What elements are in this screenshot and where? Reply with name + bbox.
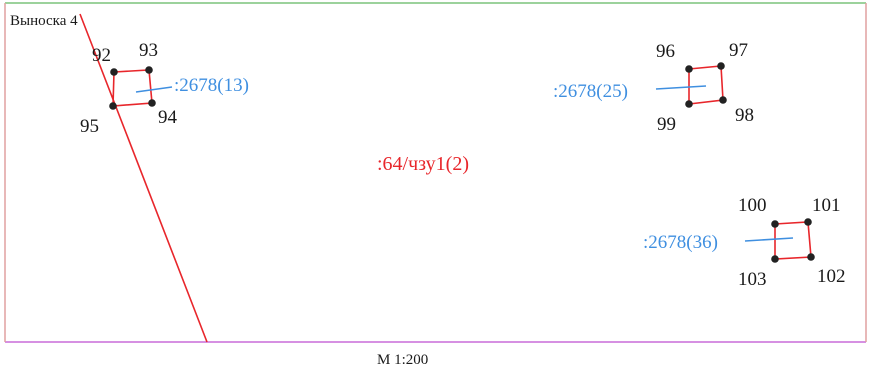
boundary-point <box>771 255 779 263</box>
cadastral-leader <box>135 86 173 93</box>
boundary-point <box>110 68 118 76</box>
boundary-point <box>145 66 153 74</box>
parcel-2678-36: 100 101 102 103 :2678(36) <box>643 195 846 290</box>
cadastral-label: :2678(36) <box>643 232 718 253</box>
map-frame <box>4 2 867 343</box>
cadastral-label: :2678(25) <box>553 81 628 102</box>
point-label: 97 <box>729 40 748 61</box>
point-label: 103 <box>738 269 767 290</box>
point-label: 94 <box>158 107 178 128</box>
cadastral-label: :2678(13) <box>174 75 249 96</box>
point-label: 98 <box>735 105 754 126</box>
parcel-outline <box>688 65 724 105</box>
boundary-point <box>719 96 727 104</box>
boundary-point <box>804 218 812 226</box>
parcel-outline <box>112 69 153 107</box>
parcel-outline <box>774 221 812 260</box>
boundary-point <box>148 99 156 107</box>
scale-label: М 1:200 <box>377 352 428 368</box>
parcel-2678-25: 96 97 98 99 :2678(25) <box>553 40 754 135</box>
parcel-2678-13: 92 93 94 95 :2678(13) <box>80 40 249 137</box>
boundary-line <box>79 13 208 343</box>
point-label: 101 <box>812 195 841 216</box>
point-label: 95 <box>80 116 99 137</box>
point-label: 96 <box>656 41 675 62</box>
point-label: 99 <box>657 114 676 135</box>
cadastral-leader <box>655 85 707 90</box>
point-label: 100 <box>738 195 767 216</box>
zone-label: :64/чзу1(2) <box>377 153 469 175</box>
boundary-point <box>717 62 725 70</box>
boundary-point <box>771 220 779 228</box>
boundary-point <box>807 253 815 261</box>
boundary-point <box>109 102 117 110</box>
boundary-point <box>685 100 693 108</box>
point-label: 92 <box>92 45 111 66</box>
point-label: 93 <box>139 40 158 61</box>
cadastral-leader <box>744 237 794 242</box>
boundary-point <box>685 65 693 73</box>
callout-title: Выноска 4 <box>10 13 78 29</box>
point-label: 102 <box>817 266 846 287</box>
